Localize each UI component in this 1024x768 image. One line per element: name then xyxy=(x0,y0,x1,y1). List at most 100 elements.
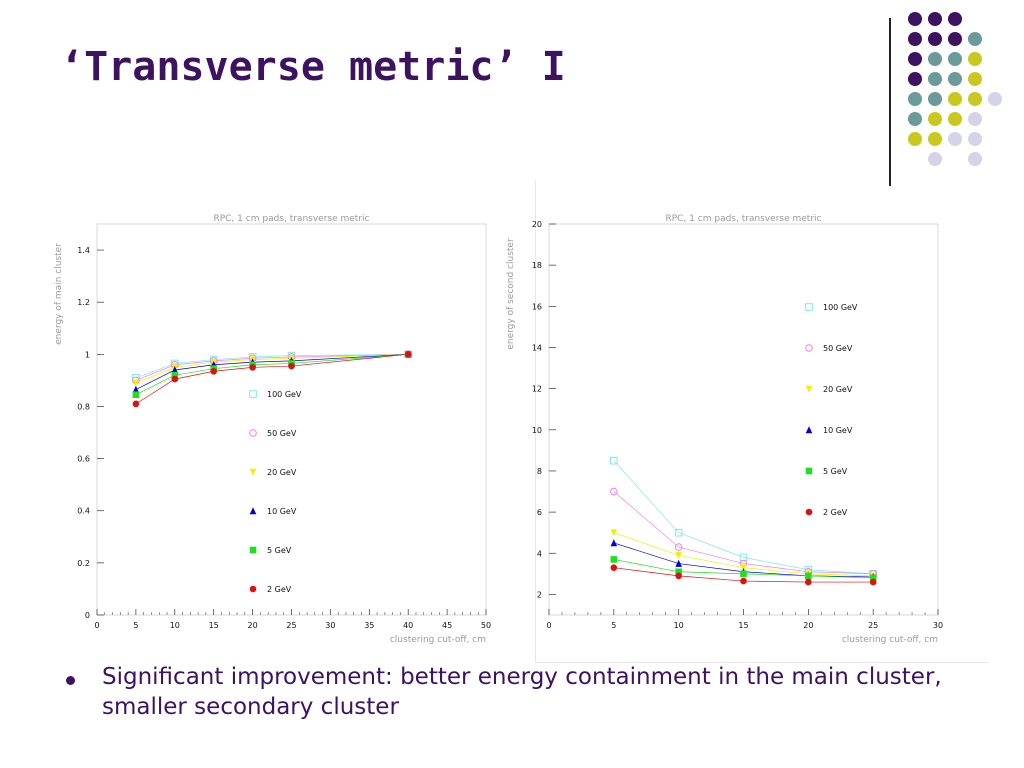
data-point xyxy=(171,366,179,374)
y-tick-label: 8 xyxy=(537,467,542,476)
decorative-dot xyxy=(908,132,922,146)
legend-marker xyxy=(805,508,813,516)
chart-title: RPC, 1 cm pads, transverse metric xyxy=(666,214,822,224)
data-point xyxy=(674,543,683,551)
data-point xyxy=(610,539,618,547)
data-point xyxy=(869,578,877,586)
data-point xyxy=(132,385,140,393)
decorative-dot xyxy=(968,92,982,106)
y-tick-label: 1 xyxy=(85,350,90,359)
data-point xyxy=(674,528,683,537)
y-tick-label: 0 xyxy=(85,611,90,620)
slide-title: ‘Transverse metric’ I xyxy=(60,44,566,90)
data-point xyxy=(869,574,877,582)
decorative-dot xyxy=(948,72,962,86)
legend-marker xyxy=(249,585,257,593)
legend-marker xyxy=(249,429,257,437)
decorative-dot xyxy=(908,112,922,126)
x-axis-label: clustering cut-off, cm xyxy=(390,635,486,645)
second-cluster-chart: RPC, 1 cm pads, transverse metric cluster… xyxy=(506,214,943,645)
legend-marker xyxy=(805,467,813,475)
y-tick-label: 14 xyxy=(532,343,542,352)
decorative-dot xyxy=(948,92,962,106)
x-tick-label: 15 xyxy=(209,621,219,630)
x-tick-label: 35 xyxy=(364,621,374,630)
legend-label: 50 GeV xyxy=(823,344,853,353)
data-point xyxy=(132,400,140,408)
data-point xyxy=(805,572,812,580)
data-point xyxy=(675,559,682,567)
data-point xyxy=(610,456,618,465)
x-tick-label: 10 xyxy=(170,621,180,630)
legend-label: 2 GeV xyxy=(823,508,848,517)
data-point xyxy=(740,570,747,578)
y-tick-label: 0.8 xyxy=(77,402,90,411)
decorative-dot xyxy=(908,92,922,106)
data-point xyxy=(210,367,217,375)
legend-label: 100 GeV xyxy=(267,390,302,399)
data-point xyxy=(132,391,140,399)
decorative-dot xyxy=(928,92,942,106)
legend-label: 10 GeV xyxy=(823,426,853,435)
legend-label: 5 GeV xyxy=(267,546,292,555)
decorative-dot xyxy=(908,32,922,46)
decorative-dot xyxy=(968,132,982,146)
y-tick-label: 6 xyxy=(537,508,542,517)
data-point xyxy=(675,572,682,580)
x-tick-label: 25 xyxy=(868,621,878,630)
y-tick-label: 0.6 xyxy=(77,455,90,464)
data-point xyxy=(675,568,682,576)
decorative-dot xyxy=(948,132,962,146)
decorative-dot xyxy=(928,52,942,66)
decorative-dot xyxy=(928,152,942,166)
decorative-dot-grid xyxy=(908,12,1008,172)
legend-label: 100 GeV xyxy=(823,303,858,312)
bullet-text: Significant improvement: better energy c… xyxy=(102,664,942,720)
x-tick-label: 45 xyxy=(442,621,452,630)
x-tick-label: 25 xyxy=(286,621,296,630)
decorative-dot xyxy=(948,32,962,46)
data-point xyxy=(740,577,747,585)
data-point xyxy=(740,564,747,572)
data-point xyxy=(610,556,618,563)
y-axis-label: energy of main cluster xyxy=(54,243,64,345)
decorative-dot xyxy=(968,32,982,46)
x-tick-label: 30 xyxy=(325,621,335,630)
data-point xyxy=(171,375,179,383)
decorative-dot xyxy=(948,12,962,26)
decorative-dot xyxy=(928,72,942,86)
legend-marker xyxy=(249,468,257,476)
legend-marker xyxy=(249,546,257,554)
y-tick-label: 1.4 xyxy=(77,246,90,255)
series-line xyxy=(135,353,409,381)
data-point xyxy=(249,364,256,371)
series-line xyxy=(135,353,409,405)
legend-label: 20 GeV xyxy=(823,385,853,394)
y-tick-label: 12 xyxy=(532,385,542,394)
decorative-dot xyxy=(948,112,962,126)
y-tick-label: 0.4 xyxy=(77,507,90,516)
divider-line xyxy=(889,18,891,186)
legend-marker xyxy=(805,344,813,352)
data-point xyxy=(288,362,295,370)
legend-label: 10 GeV xyxy=(267,507,297,516)
x-tick-label: 40 xyxy=(403,621,413,630)
data-point xyxy=(610,487,618,496)
x-tick-label: 15 xyxy=(738,621,748,630)
x-tick-label: 0 xyxy=(94,621,99,630)
x-tick-label: 0 xyxy=(546,621,551,630)
data-point xyxy=(132,379,140,387)
plot-frame xyxy=(535,180,989,663)
data-point xyxy=(610,529,618,537)
y-axis-label: energy of second cluster xyxy=(506,238,516,350)
plot-area xyxy=(548,223,939,616)
y-tick-label: 20 xyxy=(532,220,542,229)
series-line xyxy=(135,353,409,379)
decorative-dot xyxy=(928,32,942,46)
data-point xyxy=(675,552,682,560)
y-tick-label: 16 xyxy=(532,302,542,311)
y-tick-label: 2 xyxy=(537,590,542,599)
x-tick-label: 20 xyxy=(803,621,813,630)
y-tick-label: 4 xyxy=(537,549,542,558)
series-line xyxy=(613,460,874,575)
